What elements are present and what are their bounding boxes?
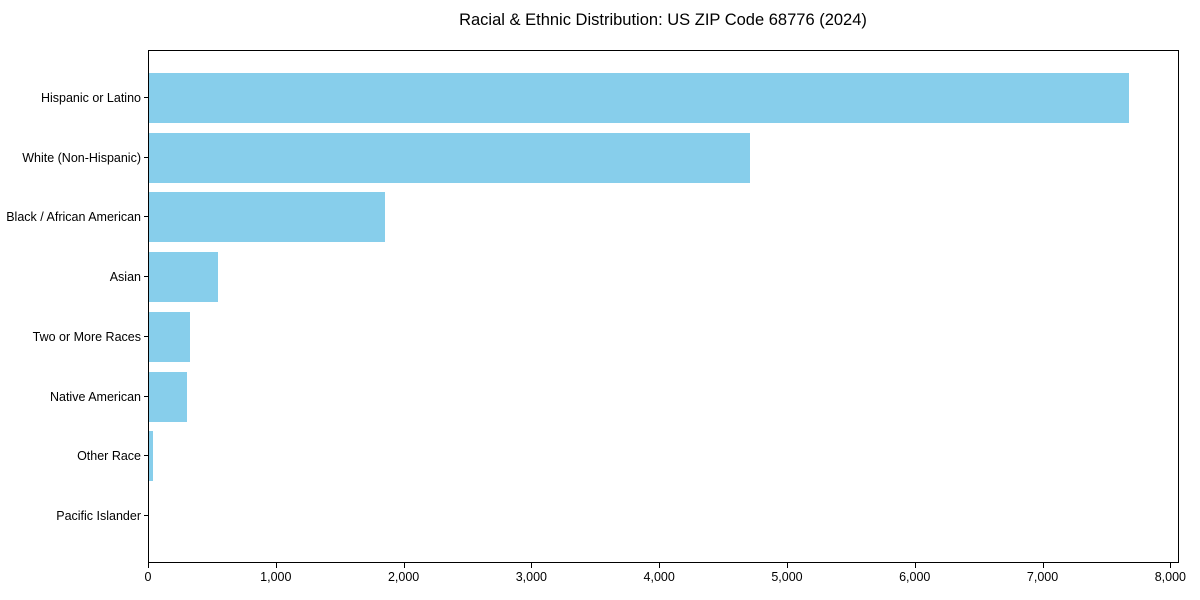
x-tick-label-3-000: 3,000 <box>515 570 547 584</box>
y-axis-tick <box>144 335 148 337</box>
y-axis-tick <box>144 97 148 98</box>
x-axis-tick <box>1170 563 1172 568</box>
bar-black-african-american <box>149 192 385 243</box>
bar-hispanic-or-latino <box>149 73 1130 123</box>
x-axis-tick <box>531 563 533 568</box>
x-axis-tick <box>914 563 916 568</box>
x-axis-tick <box>659 563 661 568</box>
plot-area <box>148 50 1179 563</box>
chart-title: Racial & Ethnic Distribution: US ZIP Cod… <box>459 11 867 29</box>
y-axis-tick <box>144 276 148 278</box>
y-axis-tick <box>144 515 148 516</box>
x-tick-label-4-000: 4,000 <box>643 570 675 584</box>
y-axis-tick <box>144 216 148 218</box>
x-axis-tick <box>403 563 405 568</box>
x-tick-label-2-000: 2,000 <box>387 570 420 584</box>
y-tick-label-other-race: Other Race <box>77 449 141 464</box>
x-tick-label-6-000: 6,000 <box>899 570 931 584</box>
y-axis-tick <box>144 455 148 457</box>
x-axis-tick <box>275 563 277 568</box>
x-tick-label-5-000: 5,000 <box>771 570 803 584</box>
x-tick-label-7-000: 7,000 <box>1026 570 1059 584</box>
y-tick-label-white-non-hispanic: White (Non-Hispanic) <box>22 150 141 165</box>
x-axis-tick <box>786 563 788 568</box>
y-tick-label-two-or-more-races: Two or More Races <box>32 329 141 344</box>
x-axis-tick <box>1042 563 1044 568</box>
y-axis-tick <box>144 395 148 397</box>
bar-two-or-more-races <box>149 311 190 362</box>
x-axis-tick <box>148 563 149 568</box>
bar-other-race <box>149 431 154 482</box>
bar-white-non-hispanic <box>149 132 750 183</box>
bar-native-american <box>149 371 187 422</box>
bar-asian <box>149 252 218 303</box>
x-tick-label-0: 0 <box>144 570 152 584</box>
y-tick-label-hispanic-or-latino: Hispanic or Latino <box>40 90 141 105</box>
x-tick-label-1-000: 1,000 <box>260 570 292 584</box>
y-tick-label-asian: Asian <box>109 269 141 284</box>
y-tick-label-native-american: Native American <box>49 389 141 404</box>
y-tick-label-black-african-american: Black / African American <box>6 210 141 225</box>
y-tick-label-pacific-islander: Pacific Islander <box>56 508 141 523</box>
x-tick-label-8-000: 8,000 <box>1154 570 1186 584</box>
y-axis-tick <box>144 156 148 158</box>
